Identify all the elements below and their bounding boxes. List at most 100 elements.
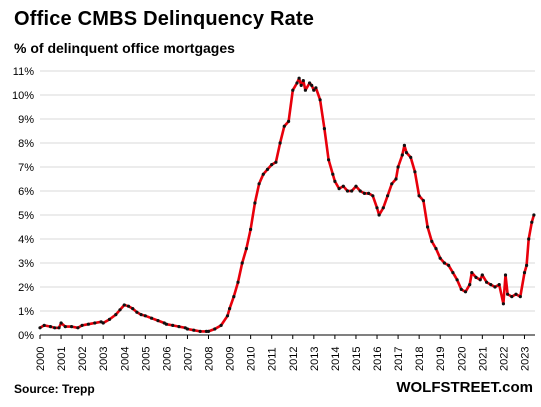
data-point (249, 227, 253, 231)
x-axis-ticks: 2000 2001 2002 2003 2004 2005 2006 2007 2008 2009… (35, 335, 531, 371)
data-point (57, 326, 61, 330)
data-point (93, 321, 97, 325)
data-point (426, 225, 430, 229)
data-point (409, 155, 413, 159)
series-line (39, 76, 536, 333)
data-point (236, 280, 240, 284)
data-point (447, 263, 451, 267)
data-point (177, 325, 181, 329)
data-point (400, 153, 404, 157)
data-point (122, 303, 126, 307)
y-tick-label: 10% (12, 90, 34, 102)
y-tick-label: 1% (18, 306, 34, 318)
data-point (518, 295, 522, 299)
data-point (114, 313, 118, 317)
data-point (525, 263, 529, 267)
data-point (282, 124, 286, 128)
x-tick-label: 2009 (225, 347, 237, 371)
data-point (107, 317, 112, 321)
x-tick-label: 2023 (519, 347, 531, 371)
data-point (322, 127, 326, 131)
x-tick-label: 2016 (372, 347, 384, 371)
data-point (213, 327, 217, 331)
data-point (198, 329, 202, 333)
data-point (510, 295, 514, 299)
x-tick-label: 2014 (330, 347, 342, 371)
data-point (225, 314, 230, 318)
x-tick-label: 2018 (414, 347, 426, 371)
data-point (291, 88, 295, 92)
data-point (164, 322, 168, 326)
data-point (274, 160, 278, 164)
data-point (126, 304, 131, 308)
x-tick-label: 2008 (204, 347, 216, 371)
x-tick-label: 2006 (161, 347, 173, 371)
data-point (532, 213, 536, 217)
data-point (171, 323, 175, 327)
data-point (310, 83, 314, 87)
data-point (312, 88, 316, 92)
y-tick-label: 7% (18, 162, 34, 174)
data-point (228, 307, 232, 311)
data-point (375, 206, 379, 210)
data-point (402, 143, 406, 147)
x-tick-label: 2012 (288, 347, 300, 371)
data-point (480, 273, 484, 277)
data-point (192, 328, 196, 332)
data-point (463, 290, 468, 294)
x-tick-label: 2015 (351, 347, 363, 371)
x-tick-label: 2004 (119, 347, 131, 371)
y-tick-label: 9% (18, 114, 34, 126)
x-tick-label: 2010 (246, 347, 258, 371)
data-point (478, 278, 482, 282)
data-point (48, 325, 53, 329)
brand-logo-text: WOLFSTREET.com (396, 379, 533, 396)
data-point (86, 322, 90, 326)
data-point (341, 184, 345, 188)
data-point (150, 316, 154, 320)
y-tick-label: 0% (18, 330, 34, 342)
data-point (314, 86, 318, 90)
data-point (287, 119, 291, 123)
gridlines (40, 70, 535, 312)
data-point (301, 79, 305, 83)
data-point (394, 177, 398, 181)
data-point (270, 163, 274, 167)
data-point (257, 182, 261, 186)
data-point (139, 313, 143, 317)
data-point (354, 184, 358, 188)
x-tick-label: 2005 (140, 347, 152, 371)
data-point (527, 237, 531, 241)
data-point (371, 194, 375, 198)
y-tick-label: 3% (18, 258, 34, 270)
data-point (333, 179, 337, 183)
data-point (63, 325, 67, 329)
data-point (308, 81, 312, 85)
series-delinquency-rate (38, 76, 536, 333)
data-point (474, 275, 478, 279)
data-point (497, 283, 501, 287)
x-tick-label: 2019 (435, 347, 447, 371)
data-point (42, 323, 46, 327)
data-point (470, 271, 474, 275)
data-point (253, 201, 257, 205)
data-point (377, 213, 381, 217)
data-point (295, 81, 299, 85)
data-point (367, 191, 371, 195)
x-tick-label: 2007 (182, 347, 194, 371)
data-point (156, 319, 160, 323)
data-point (118, 308, 122, 312)
data-point (232, 295, 236, 299)
y-axis-ticks: 0% 1% 2% 3% 4% 5% 6% 7% 8% 9% 10% 11% (12, 66, 34, 342)
data-point (386, 194, 390, 198)
chart-title: Office CMBS Delinquency Rate (14, 8, 315, 30)
x-tick-label: 2022 (498, 347, 510, 371)
data-point (318, 98, 322, 102)
data-point (303, 88, 307, 92)
data-point (337, 187, 341, 191)
y-tick-label: 2% (18, 282, 34, 294)
data-point (455, 278, 459, 282)
y-tick-label: 11% (13, 66, 34, 78)
data-point (434, 247, 438, 251)
